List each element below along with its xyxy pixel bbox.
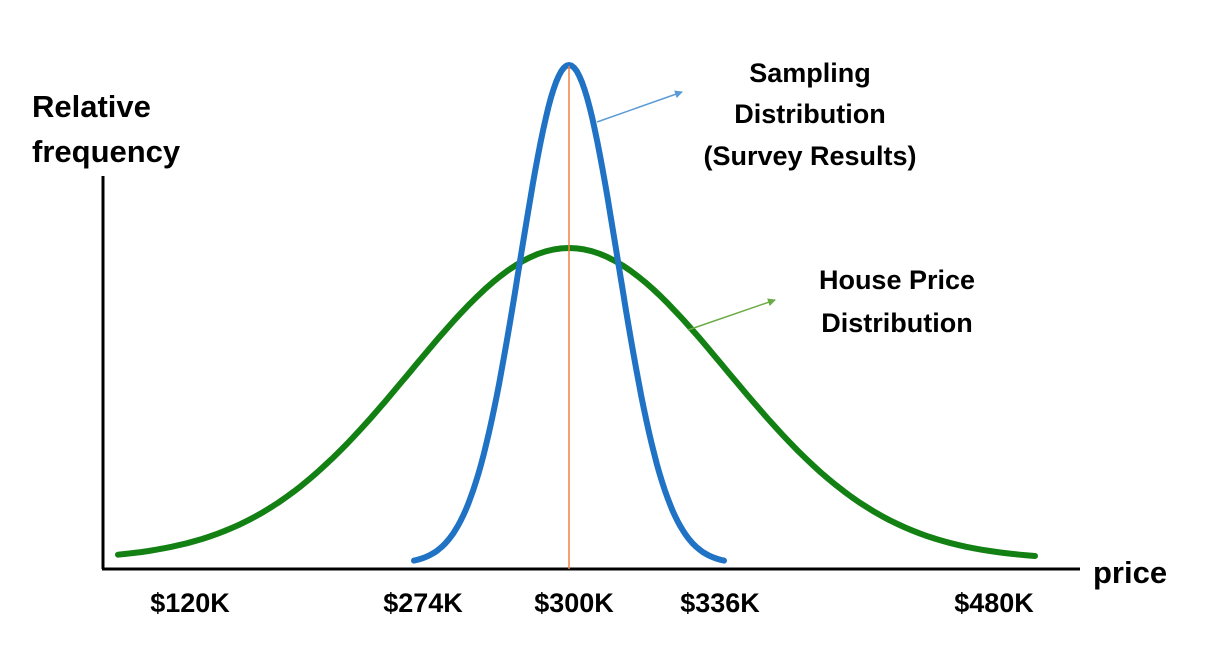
tick-label: $300K — [534, 588, 614, 618]
y-axis-label-line-1: Relative — [32, 89, 151, 124]
sampling-label-line-1: Sampling — [749, 58, 871, 88]
tick-label: $120K — [150, 588, 230, 618]
sampling-annotation-arrow — [596, 90, 683, 123]
house-annotation-arrow — [687, 298, 776, 331]
house-label-line-1: House Price — [819, 265, 975, 295]
tick-label: $480K — [954, 588, 1034, 618]
y-axis-label-line-2: frequency — [32, 134, 181, 169]
tick-label: $336K — [680, 588, 760, 618]
sampling-distribution-curve — [411, 62, 727, 564]
sampling-label-line-3: (Survey Results) — [703, 141, 916, 171]
sampling-label-line-2: Distribution — [734, 99, 885, 129]
x-axis-label: price — [1093, 555, 1167, 590]
house-price-distribution-curve — [115, 245, 1038, 559]
house-label-line-2: Distribution — [821, 308, 972, 338]
tick-label: $274K — [383, 588, 463, 618]
